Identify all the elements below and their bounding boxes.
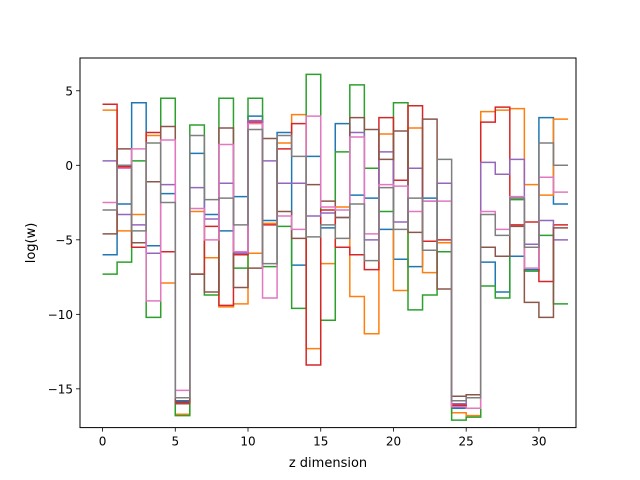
x-tick-label: 0 [99, 435, 107, 449]
series-line-8 [102, 128, 568, 402]
x-tick-label: 20 [386, 435, 401, 449]
y-tick-label: −5 [55, 233, 73, 247]
y-tick-label: −10 [48, 308, 73, 322]
y-tick-label: −15 [48, 382, 73, 396]
y-axis-ticks: 5 0 −5 −10 −15 [48, 84, 80, 396]
x-tick-label: 5 [171, 435, 179, 449]
y-tick-label: 0 [65, 159, 73, 173]
x-axis-label: z dimension [289, 456, 367, 471]
plot-frame [79, 57, 577, 429]
x-tick-label: 10 [240, 435, 255, 449]
series-line-7 [102, 115, 568, 409]
x-tick-label: 15 [313, 435, 328, 449]
series-layer [102, 73, 568, 421]
x-axis-ticks: 0 5 10 15 20 25 30 [99, 427, 547, 449]
x-tick-label: 25 [459, 435, 474, 449]
y-tick-label: 5 [65, 84, 73, 98]
y-axis-label: log(w) [24, 223, 39, 264]
x-tick-label: 30 [531, 435, 546, 449]
